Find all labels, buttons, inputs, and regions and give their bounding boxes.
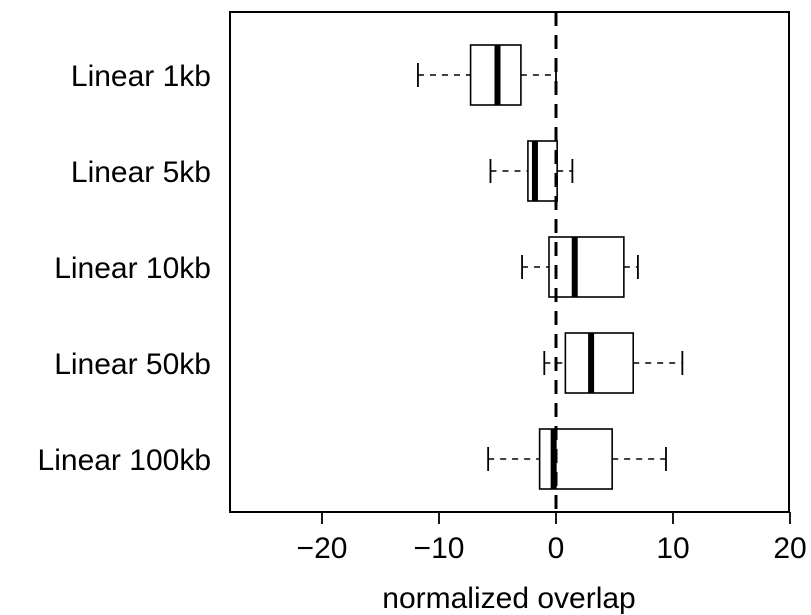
iqr-box bbox=[538, 428, 613, 490]
x-axis: −20 −10 0 10 20 bbox=[297, 512, 807, 565]
x-tick-label: 0 bbox=[548, 532, 565, 565]
plot-frame bbox=[229, 11, 790, 513]
boxes-group bbox=[417, 44, 684, 490]
x-tick-label: −20 bbox=[297, 532, 348, 565]
category-label: Linear 100kb bbox=[38, 444, 211, 477]
iqr-box bbox=[548, 236, 625, 298]
x-axis-title: normalized overlap bbox=[382, 582, 635, 615]
category-label: Linear 1kb bbox=[71, 60, 211, 93]
box-5 bbox=[487, 428, 667, 490]
box-1 bbox=[417, 44, 557, 106]
iqr-box bbox=[564, 332, 635, 394]
box-4 bbox=[543, 332, 684, 394]
box-3 bbox=[521, 236, 639, 298]
category-label: Linear 5kb bbox=[71, 156, 211, 189]
box-2 bbox=[489, 140, 574, 202]
x-tick-label: −10 bbox=[414, 532, 465, 565]
x-tick-label: 20 bbox=[773, 532, 806, 565]
category-label: Linear 10kb bbox=[54, 252, 211, 285]
x-tick-label: 10 bbox=[656, 532, 689, 565]
y-axis-labels: Linear 1kb Linear 5kb Linear 10kb Linear 50… bbox=[38, 60, 211, 477]
category-label: Linear 50kb bbox=[54, 348, 211, 381]
